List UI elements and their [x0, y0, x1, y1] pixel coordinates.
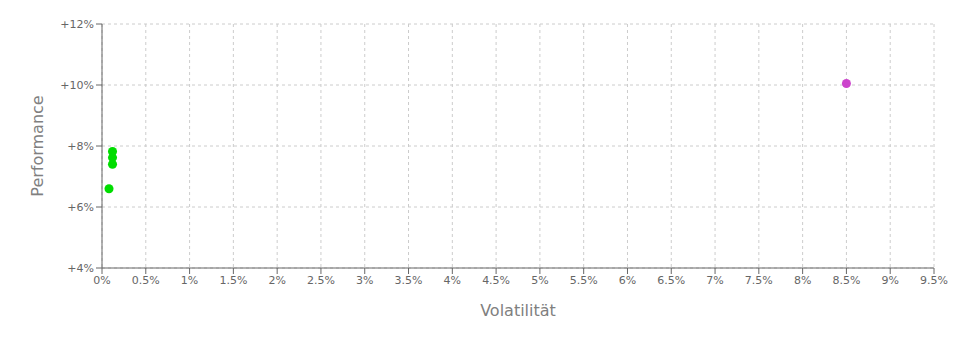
- svg-text:Performance: Performance: [28, 95, 47, 196]
- svg-text:4.5%: 4.5%: [482, 274, 510, 287]
- svg-text:Volatilität: Volatilität: [480, 301, 556, 320]
- svg-text:1%: 1%: [181, 274, 198, 287]
- svg-text:7%: 7%: [706, 274, 723, 287]
- svg-text:4%: 4%: [444, 274, 461, 287]
- svg-text:0%: 0%: [93, 274, 110, 287]
- svg-text:8%: 8%: [794, 274, 811, 287]
- svg-text:+10%: +10%: [60, 79, 94, 92]
- svg-text:5%: 5%: [531, 274, 548, 287]
- svg-text:9.5%: 9.5%: [920, 274, 948, 287]
- svg-text:6%: 6%: [619, 274, 636, 287]
- svg-text:2.5%: 2.5%: [307, 274, 335, 287]
- svg-text:+12%: +12%: [60, 18, 94, 31]
- svg-text:5.5%: 5.5%: [570, 274, 598, 287]
- svg-text:1.5%: 1.5%: [219, 274, 247, 287]
- svg-text:2%: 2%: [268, 274, 285, 287]
- svg-text:3.5%: 3.5%: [395, 274, 423, 287]
- svg-text:+4%: +4%: [67, 262, 94, 275]
- svg-text:8.5%: 8.5%: [832, 274, 860, 287]
- svg-text:+6%: +6%: [67, 201, 94, 214]
- svg-text:3%: 3%: [356, 274, 373, 287]
- svg-text:+8%: +8%: [67, 140, 94, 153]
- svg-text:6.5%: 6.5%: [657, 274, 685, 287]
- svg-text:0.5%: 0.5%: [132, 274, 160, 287]
- svg-text:7.5%: 7.5%: [745, 274, 773, 287]
- svg-text:9%: 9%: [881, 274, 898, 287]
